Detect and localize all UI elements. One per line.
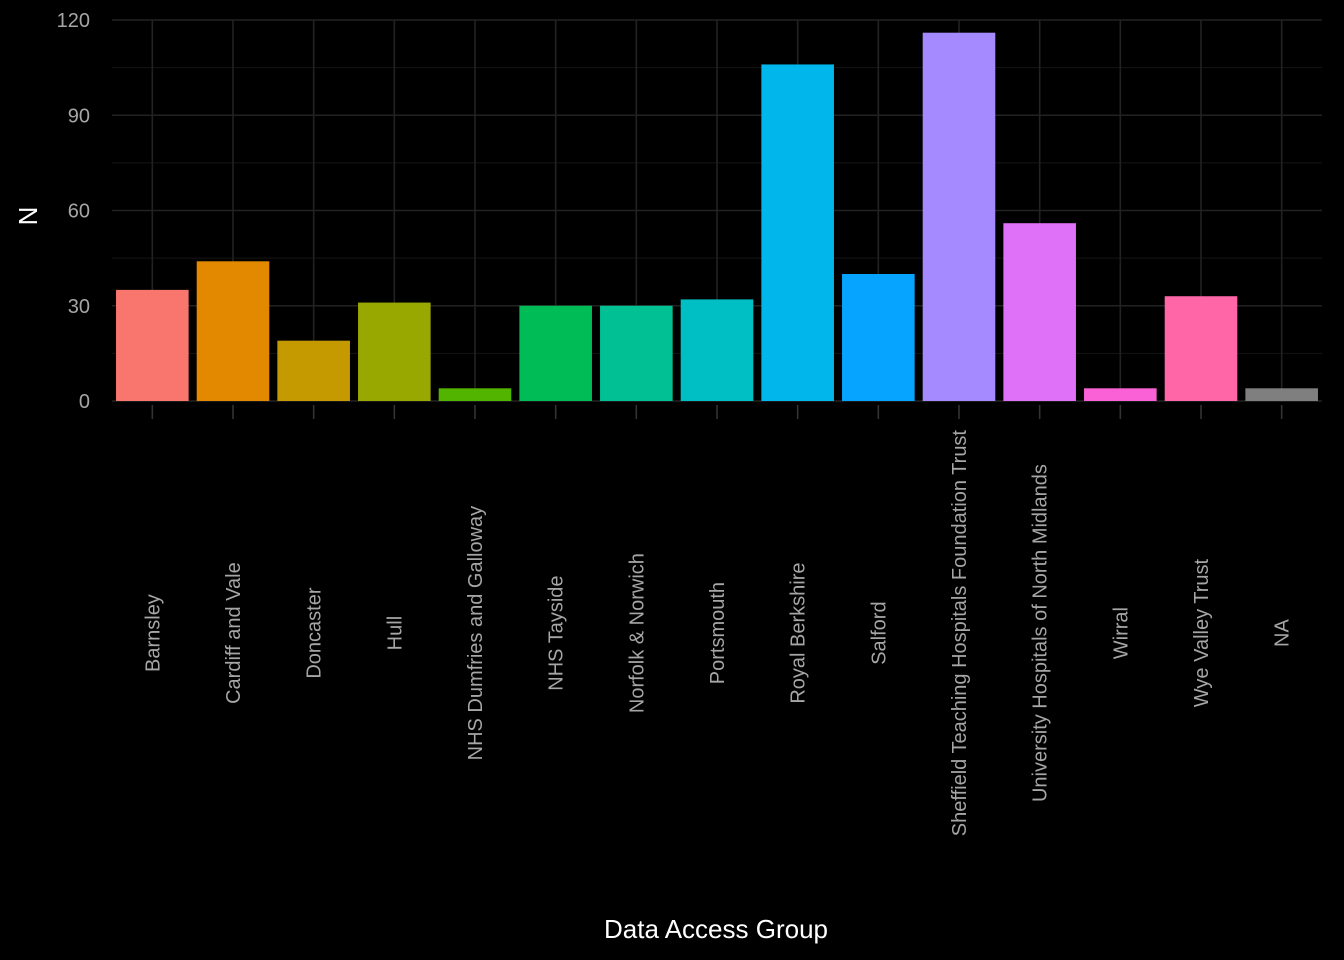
bar xyxy=(600,305,673,401)
bar xyxy=(277,340,350,401)
x-axis-ticks: Barnsley Cardiff and Vale Doncaster Hull NHS… xyxy=(142,405,1294,837)
y-tick-label: 120 xyxy=(57,10,90,32)
bar xyxy=(358,302,431,401)
bar xyxy=(196,261,270,401)
x-tick-label: Wye Valley Trust xyxy=(1191,558,1213,707)
bar xyxy=(1084,388,1157,401)
x-tick-label: Sheffield Teaching Hospitals Foundation … xyxy=(949,430,971,837)
x-tick-label: NHS Dumfries and Galloway xyxy=(465,506,487,761)
y-tick-label: 0 xyxy=(79,391,90,413)
y-tick-label: 90 xyxy=(68,105,90,127)
bar xyxy=(761,64,834,401)
y-tick-label: 30 xyxy=(68,296,90,318)
bar xyxy=(1245,388,1318,401)
x-tick-label: NHS Tayside xyxy=(546,575,568,690)
x-tick-label: Cardiff and Vale xyxy=(223,562,245,704)
bars xyxy=(116,32,1318,401)
y-axis-title: N xyxy=(13,207,43,226)
x-tick-label: Barnsley xyxy=(142,594,164,672)
x-tick-label: Wirral xyxy=(1110,607,1132,659)
bar xyxy=(842,274,915,401)
x-tick-label: Portsmouth xyxy=(707,582,729,684)
x-tick-label: University Hospitals of North Midlands xyxy=(1030,464,1052,802)
bar xyxy=(519,305,592,401)
bar xyxy=(116,289,189,401)
y-axis-ticks: 0 30 60 90 120 xyxy=(57,10,90,413)
x-tick-label: Royal Berkshire xyxy=(788,563,810,704)
x-tick-label: Norfolk & Norwich xyxy=(626,553,648,713)
y-tick-label: 60 xyxy=(68,201,90,223)
x-axis-title: Data Access Group xyxy=(604,914,828,944)
x-tick-label: NA xyxy=(1272,619,1294,647)
bar xyxy=(680,299,754,401)
x-tick-label: Doncaster xyxy=(304,587,326,678)
x-tick-label: Salford xyxy=(868,601,890,664)
bar xyxy=(438,388,512,401)
bar xyxy=(1164,296,1238,401)
bar xyxy=(1003,223,1076,401)
x-tick-label: Hull xyxy=(384,616,406,650)
bar xyxy=(922,32,996,401)
